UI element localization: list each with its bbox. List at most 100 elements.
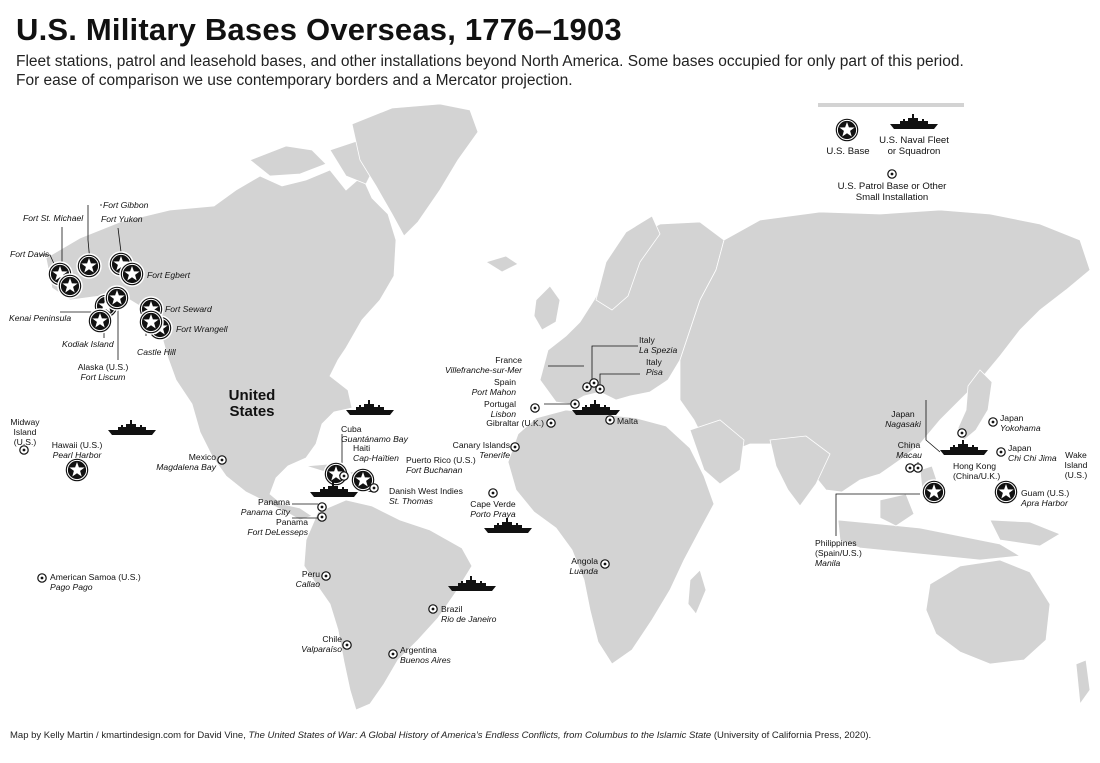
fleet-caribbean[interactable] xyxy=(310,482,358,497)
label-guam-name: Guam (U.S.) xyxy=(1021,488,1070,498)
label-argentina-name: Argentina xyxy=(400,645,437,655)
label-peru-name: Peru xyxy=(301,569,320,579)
credit-prefix: Map by Kelly Martin / kmartindesign.com … xyxy=(10,730,249,741)
patrol-valparaiso[interactable] xyxy=(342,640,352,650)
label-philippines-name: Philippines (Spain/U.S.) xyxy=(815,538,862,558)
label-fort-egbert: Fort Egbert xyxy=(147,270,190,280)
label-portugal: Portugal Lisbon xyxy=(476,399,516,419)
japan xyxy=(957,369,993,441)
label-fort-st-michael-text: Fort St. Michael xyxy=(23,213,84,223)
base-manila[interactable] xyxy=(921,479,947,505)
label-malta: Malta xyxy=(617,416,639,426)
subtitle-line-1: Fleet stations, patrol and leasehold bas… xyxy=(16,53,964,70)
patrol-callao[interactable] xyxy=(321,571,331,581)
patrol-yokohama[interactable] xyxy=(988,417,998,427)
label-panama-1: Panama Panama City xyxy=(220,497,290,517)
label-alaska-sub: Fort Liscum xyxy=(80,372,126,382)
patrol-luanda[interactable] xyxy=(600,559,610,569)
patrol-malta[interactable] xyxy=(605,415,615,425)
patrol-magdalena[interactable] xyxy=(217,455,227,465)
patrol-porto-praya[interactable] xyxy=(488,488,498,498)
fleet-atlantic[interactable] xyxy=(346,400,394,415)
patrol-cap-haitien[interactable] xyxy=(339,471,349,481)
base-pearl-harbor[interactable] xyxy=(64,457,90,483)
new-zealand xyxy=(1075,659,1091,706)
label-brazil-sub: Rio de Janeiro xyxy=(441,614,497,624)
patrol-pisa[interactable] xyxy=(595,384,605,394)
patrol-hong-kong[interactable] xyxy=(913,463,923,473)
label-puerto-rico-name: Puerto Rico (U.S.) xyxy=(406,455,476,465)
label-brazil: Brazil Rio de Janeiro xyxy=(441,604,496,624)
label-danish-wi: Danish West Indies St. Thomas xyxy=(389,486,463,506)
label-cape-verde-sub: Porto Praya xyxy=(470,509,516,519)
label-hong-kong: Hong Kong (China/U.K.) xyxy=(953,461,1001,481)
credit-book: The United States of War: A Global Histo… xyxy=(248,730,712,741)
iceland xyxy=(485,255,519,273)
credit-suffix: (University of California Press, 2020). xyxy=(711,730,872,741)
label-panama-2-sub: Fort DeLesseps xyxy=(247,527,308,537)
label-kodiak: Kodiak Island xyxy=(62,339,114,349)
map-subtitle: Fleet stations, patrol and leasehold bas… xyxy=(16,52,1076,90)
base-fort-liscum[interactable] xyxy=(104,285,130,311)
base-guam[interactable] xyxy=(993,479,1019,505)
base-castle-hill[interactable] xyxy=(138,309,164,335)
label-haiti-name: Haiti xyxy=(353,443,371,453)
label-gibraltar: Gibraltar (U.K.) xyxy=(486,418,544,428)
label-mexico-name: Mexico xyxy=(188,452,216,462)
patrol-pago-pago[interactable] xyxy=(37,573,47,583)
label-spain-name: Spain xyxy=(494,377,516,387)
label-castle-hill-text: Castle Hill xyxy=(137,347,176,357)
label-haiti-sub: Cap-Haïtien xyxy=(353,453,399,463)
label-philippines-sub: Manila xyxy=(815,558,841,568)
arabia xyxy=(689,419,745,485)
patrol-lisbon[interactable] xyxy=(530,403,540,413)
scandinavia xyxy=(595,215,661,311)
fleet-africa[interactable] xyxy=(484,518,532,533)
legend-patrol-symbol xyxy=(887,169,897,179)
patrol-rio[interactable] xyxy=(428,604,438,614)
label-fort-seward: Fort Seward xyxy=(165,304,212,314)
patrol-fort-delesseps[interactable] xyxy=(317,512,327,522)
greenland xyxy=(351,103,479,237)
patrol-macau[interactable] xyxy=(905,463,915,473)
fleet-pacific[interactable] xyxy=(108,420,156,435)
label-spain-sub: Port Mahon xyxy=(471,387,516,397)
label-italy-2-sub: Pisa xyxy=(646,367,663,377)
label-danish-wi-sub: St. Thomas xyxy=(389,496,433,506)
legend-patrol-label: U.S. Patrol Base or Other Small Installa… xyxy=(837,181,947,203)
label-japan-3-name: Japan xyxy=(1008,443,1032,453)
patrol-st-thomas[interactable] xyxy=(369,483,379,493)
label-philippines: Philippines (Spain/U.S.) Manila xyxy=(815,538,871,568)
indonesia xyxy=(837,519,1022,561)
label-argentina-sub: Buenos Aires xyxy=(400,655,451,665)
label-chile-name: Chile xyxy=(322,634,342,644)
label-angola-sub: Luanda xyxy=(569,566,598,576)
label-cuba-name: Cuba xyxy=(341,424,362,434)
label-cape-verde-name: Cape Verde xyxy=(470,499,516,509)
patrol-midway[interactable] xyxy=(19,445,29,455)
label-puerto-rico-sub: Fort Buchanan xyxy=(406,465,463,475)
base-fort-gibbon[interactable] xyxy=(76,253,102,279)
patrol-buenos-aires[interactable] xyxy=(388,649,398,659)
base-fort-davis[interactable] xyxy=(57,273,83,299)
patrol-nagasaki[interactable] xyxy=(957,428,967,438)
label-guam-sub: Apra Harbor xyxy=(1021,498,1068,508)
label-american-samoa-name: American Samoa (U.S.) xyxy=(50,572,141,582)
patrol-tenerife[interactable] xyxy=(510,442,520,452)
label-cuba: Cuba Guantánamo Bay xyxy=(341,424,408,444)
label-fort-davis: Fort Davis xyxy=(10,249,49,259)
label-portugal-sub: Lisbon xyxy=(490,409,516,419)
base-fort-egbert[interactable] xyxy=(119,261,145,287)
map-title: U.S. Military Bases Overseas, 1776–1903 xyxy=(16,12,622,47)
fleet-asiatic[interactable] xyxy=(940,440,988,455)
patrol-panama-city[interactable] xyxy=(317,502,327,512)
base-kodiak[interactable] xyxy=(87,308,113,334)
patrol-gibraltar[interactable] xyxy=(546,418,556,428)
label-japan-1: Japan Nagasaki xyxy=(878,409,928,429)
label-fort-st-michael: Fort St. Michael xyxy=(23,213,83,223)
patrol-chi-chi-jima[interactable] xyxy=(996,447,1006,457)
india xyxy=(769,435,831,507)
patrol-port-mahon[interactable] xyxy=(570,399,580,409)
label-japan-1-sub: Nagasaki xyxy=(885,419,921,429)
label-angola-name: Angola xyxy=(571,556,598,566)
